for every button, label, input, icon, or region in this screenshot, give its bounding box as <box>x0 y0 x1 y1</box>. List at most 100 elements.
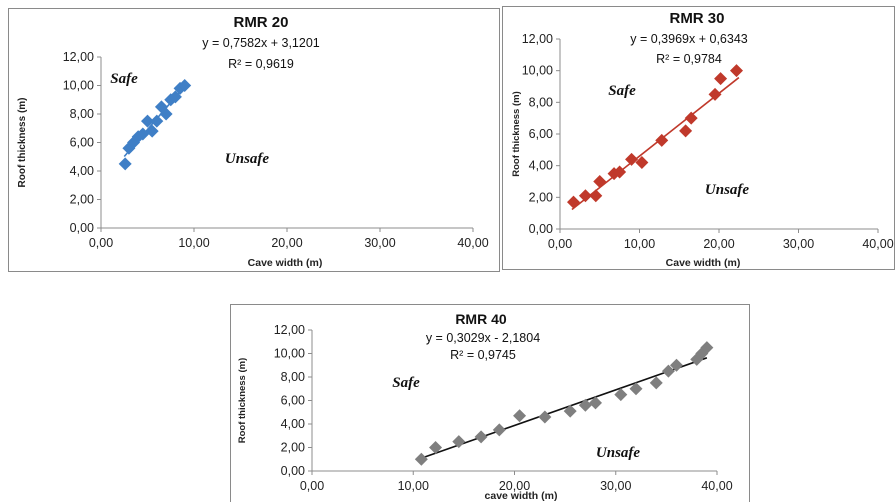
data-point <box>141 114 154 128</box>
r-squared-label: R² = 0,9619 <box>228 57 294 71</box>
chart-rmr20-svg: 0,00 2,00 4,00 6,00 8,00 10,00 12,00 0,00 10,00 2… <box>17 14 489 269</box>
x-tick-label: 20,00 <box>271 236 302 250</box>
data-point <box>679 124 693 138</box>
data-point <box>614 388 628 402</box>
y-axis-title: Roof thickness (m) <box>237 358 248 444</box>
safe-region-label: Safe <box>110 71 138 87</box>
y-tick-label: 8,00 <box>281 370 305 384</box>
trendline-equation: y = 0,7582x + 3,1201 <box>202 36 320 50</box>
data-point <box>684 111 698 125</box>
y-tick-label: 12,00 <box>274 323 305 337</box>
x-tick-label: 30,00 <box>364 236 395 250</box>
x-tick-label: 0,00 <box>89 236 113 250</box>
data-point <box>452 435 466 449</box>
data-point <box>708 87 722 101</box>
y-tick-label: 8,00 <box>529 95 553 109</box>
x-tick-label: 30,00 <box>783 237 814 251</box>
data-point <box>474 430 488 444</box>
x-tick-label: 0,00 <box>300 479 324 493</box>
x-axis-title: cave width (m) <box>485 490 558 502</box>
y-tick-label: 6,00 <box>281 394 305 408</box>
data-point <box>700 341 714 355</box>
data-point <box>578 398 592 412</box>
y-tick-label: 10,00 <box>63 79 94 93</box>
data-point <box>629 382 643 396</box>
data-point <box>578 189 592 203</box>
data-point <box>589 189 603 203</box>
trendline-equation: y = 0,3029x - 2,1804 <box>426 331 540 345</box>
data-point <box>661 364 675 378</box>
y-tick-label: 4,00 <box>70 164 94 178</box>
data-point <box>649 376 663 390</box>
y-tick-label: 0,00 <box>529 222 553 236</box>
y-tick-label: 8,00 <box>70 107 94 121</box>
y-tick-label: 0,00 <box>281 464 305 478</box>
data-point <box>145 124 159 138</box>
chart-rmr20: 0,00 2,00 4,00 6,00 8,00 10,00 12,00 0,00 10,00 2… <box>8 8 500 272</box>
y-axis-title: Roof thickness (m) <box>17 97 28 187</box>
y-axis-title: Roof thickness (m) <box>511 91 522 177</box>
y-tick-label: 12,00 <box>63 50 94 64</box>
data-point <box>159 107 173 121</box>
data-point <box>168 90 182 104</box>
y-tick-label: 4,00 <box>281 417 305 431</box>
x-tick-label: 0,00 <box>548 237 572 251</box>
chart-rmr40: 0,00 2,00 4,00 6,00 8,00 10,00 12,00 0,00 10,00 2… <box>230 304 750 502</box>
chart-title: RMR 20 <box>233 14 288 31</box>
data-point <box>429 441 443 454</box>
unsafe-region-label: Unsafe <box>705 182 750 198</box>
safe-region-label: Safe <box>392 375 420 391</box>
y-tick-label: 12,00 <box>522 32 553 46</box>
x-axis-title: Cave width (m) <box>248 257 323 269</box>
y-tick-label: 10,00 <box>274 347 305 361</box>
data-point <box>714 72 728 86</box>
y-tick-label: 6,00 <box>529 127 553 141</box>
x-axis-title: Cave width (m) <box>666 257 741 269</box>
chart-title: RMR 40 <box>455 311 507 327</box>
data-point <box>670 358 683 372</box>
chart-rmr30: 0,00 2,00 4,00 6,00 8,00 10,00 12,00 0,00 10,00 2… <box>502 6 895 270</box>
y-tick-label: 2,00 <box>529 190 553 204</box>
data-point <box>635 156 649 169</box>
x-tick-label: 10,00 <box>398 479 429 493</box>
unsafe-region-label: Unsafe <box>225 151 270 167</box>
data-point <box>613 165 627 179</box>
x-tick-label: 20,00 <box>499 479 530 493</box>
y-tick-label: 2,00 <box>70 193 94 207</box>
x-tick-label: 20,00 <box>703 237 734 251</box>
x-tick-label: 30,00 <box>600 479 631 493</box>
data-point <box>150 114 164 128</box>
chart-rmr30-svg: 0,00 2,00 4,00 6,00 8,00 10,00 12,00 0,00 10,00 2… <box>511 10 894 269</box>
y-tick-label: 10,00 <box>522 64 553 78</box>
trendline <box>418 357 708 461</box>
y-tick-label: 6,00 <box>70 136 94 150</box>
data-point <box>589 396 602 410</box>
data-point <box>513 409 527 423</box>
data-point <box>538 410 552 424</box>
data-point <box>567 195 581 209</box>
x-tick-label: 10,00 <box>624 237 655 251</box>
data-point <box>118 157 132 171</box>
data-point <box>178 79 192 92</box>
data-point <box>625 152 639 166</box>
data-point <box>655 133 669 147</box>
x-tick-label: 10,00 <box>178 236 209 250</box>
y-tick-label: 0,00 <box>70 221 94 235</box>
data-point <box>492 423 506 437</box>
x-tick-label: 40,00 <box>862 237 893 251</box>
data-point <box>563 404 577 418</box>
y-tick-label: 4,00 <box>529 159 553 173</box>
unsafe-region-label: Unsafe <box>596 445 641 461</box>
data-point <box>414 452 428 466</box>
trendline-equation: y = 0,3969x + 0,6343 <box>630 32 748 46</box>
safe-region-label: Safe <box>608 83 636 99</box>
r-squared-label: R² = 0,9745 <box>450 348 516 362</box>
chart-title: RMR 30 <box>669 10 724 27</box>
x-tick-label: 40,00 <box>457 236 488 250</box>
chart-rmr40-svg: 0,00 2,00 4,00 6,00 8,00 10,00 12,00 0,00 10,00 2… <box>237 311 733 502</box>
data-point <box>593 175 607 188</box>
r-squared-label: R² = 0,9784 <box>656 52 722 66</box>
x-tick-label: 40,00 <box>701 479 732 493</box>
data-point <box>729 64 743 78</box>
y-tick-label: 2,00 <box>281 441 305 455</box>
